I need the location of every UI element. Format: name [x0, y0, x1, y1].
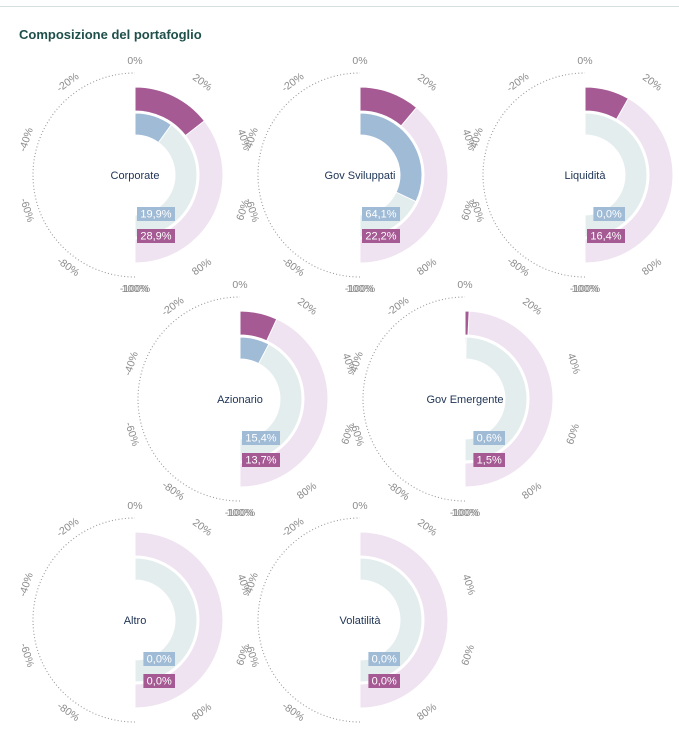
tick-label: -80%	[280, 700, 307, 724]
tick-label: -60%	[122, 421, 141, 448]
tick-label: 60%	[564, 422, 582, 446]
tick-label: -40%	[122, 350, 141, 377]
category-label: Liquidità	[565, 170, 607, 182]
tick-label: -20%	[384, 295, 411, 319]
outer-value-label: 1,5%	[477, 454, 502, 466]
inner-value-label: 15,4%	[245, 432, 276, 444]
inner-value-label: 0,0%	[147, 653, 172, 665]
inner-value-label: 0,6%	[477, 432, 502, 444]
outer-bar-gov-emergente	[465, 311, 469, 335]
gauge-svg: 0%20%40%60%80%100%-100%-80%-60%-40%-20%A…	[130, 289, 350, 509]
gauge-gov-emergente: 0%20%40%60%80%100%-100%-80%-60%-40%-20%G…	[355, 289, 575, 509]
category-label: Volatilità	[340, 615, 382, 627]
outer-value-label: 22,2%	[365, 230, 396, 242]
tick-label: 80%	[190, 256, 214, 278]
page-title: Composizione del portafoglio	[19, 27, 202, 42]
tick-label: 20%	[190, 72, 214, 94]
gauge-svg: 0%20%40%60%80%100%-100%-80%-60%-40%-20%A…	[25, 510, 245, 730]
gauge-svg: 0%20%40%60%80%100%-100%-80%-60%-40%-20%V…	[250, 510, 470, 730]
tick-label: 20%	[415, 72, 439, 94]
category-label: Gov Emergente	[426, 394, 503, 406]
tick-label: -20%	[504, 71, 531, 95]
inner-value-label: 0,0%	[372, 653, 397, 665]
tick-label: -20%	[54, 516, 81, 540]
tick-label: 0%	[127, 500, 142, 512]
inner-value-label: 19,9%	[140, 208, 171, 220]
tick-label: 40%	[460, 573, 478, 597]
top-divider	[0, 6, 679, 7]
inner-bar-gov-emergente	[465, 337, 466, 359]
tick-label: 20%	[640, 72, 664, 94]
tick-label: 20%	[520, 296, 544, 318]
gauge-svg: 0%20%40%60%80%100%-100%-80%-60%-40%-20%C…	[25, 65, 245, 285]
gauge-svg: 0%20%40%60%80%100%-100%-80%-60%-40%-20%L…	[475, 65, 679, 285]
tick-label: 80%	[295, 480, 319, 502]
tick-label: -80%	[385, 479, 412, 503]
gauge-liquidita: 0%20%40%60%80%100%-100%-80%-60%-40%-20%L…	[475, 65, 679, 285]
tick-label: 0%	[457, 279, 472, 291]
tick-label: 0%	[127, 55, 142, 67]
tick-label: -60%	[17, 197, 36, 224]
outer-value-label: 13,7%	[245, 454, 276, 466]
category-label: Corporate	[111, 170, 160, 182]
tick-label: -80%	[160, 479, 187, 503]
tick-label: 60%	[459, 643, 477, 667]
gauge-volatilita: 0%20%40%60%80%100%-100%-80%-60%-40%-20%V…	[250, 510, 470, 730]
gauge-svg: 0%20%40%60%80%100%-100%-80%-60%-40%-20%G…	[250, 65, 470, 285]
tick-label: -40%	[17, 571, 36, 598]
tick-label: 80%	[415, 701, 439, 723]
tick-label: -80%	[280, 255, 307, 279]
tick-label: 0%	[232, 279, 247, 291]
tick-label: -20%	[279, 516, 306, 540]
gauge-gov-sviluppati: 0%20%40%60%80%100%-100%-80%-60%-40%-20%G…	[250, 65, 470, 285]
outer-value-label: 0,0%	[372, 675, 397, 687]
tick-label: 80%	[520, 480, 544, 502]
tick-label: 20%	[190, 517, 214, 539]
tick-label: -80%	[55, 255, 82, 279]
tick-label: 0%	[577, 55, 592, 67]
category-label: Altro	[124, 615, 147, 627]
tick-label: 80%	[415, 256, 439, 278]
category-label: Gov Sviluppati	[325, 170, 396, 182]
tick-label: -80%	[505, 255, 532, 279]
gauge-azionario: 0%20%40%60%80%100%-100%-80%-60%-40%-20%A…	[130, 289, 350, 509]
tick-label: -60%	[17, 642, 36, 669]
tick-label: -40%	[17, 126, 36, 153]
outer-value-label: 0,0%	[147, 675, 172, 687]
tick-label: 40%	[565, 352, 583, 376]
tick-label: -80%	[55, 700, 82, 724]
tick-label: 20%	[415, 517, 439, 539]
tick-label: 0%	[352, 500, 367, 512]
gauge-altro: 0%20%40%60%80%100%-100%-80%-60%-40%-20%A…	[25, 510, 245, 730]
inner-value-label: 64,1%	[365, 208, 396, 220]
gauge-corporate: 0%20%40%60%80%100%-100%-80%-60%-40%-20%C…	[25, 65, 245, 285]
tick-label: -20%	[159, 295, 186, 319]
tick-label: -20%	[54, 71, 81, 95]
tick-label: 80%	[640, 256, 664, 278]
outer-value-label: 28,9%	[140, 230, 171, 242]
tick-label: 80%	[190, 701, 214, 723]
outer-value-label: 16,4%	[590, 230, 621, 242]
scale-dotted-arc	[33, 518, 135, 722]
inner-value-label: 0,0%	[597, 208, 622, 220]
tick-label: 0%	[352, 55, 367, 67]
gauge-svg: 0%20%40%60%80%100%-100%-80%-60%-40%-20%G…	[355, 289, 575, 509]
category-label: Azionario	[217, 394, 263, 406]
tick-label: 20%	[295, 296, 319, 318]
tick-label: -20%	[279, 71, 306, 95]
